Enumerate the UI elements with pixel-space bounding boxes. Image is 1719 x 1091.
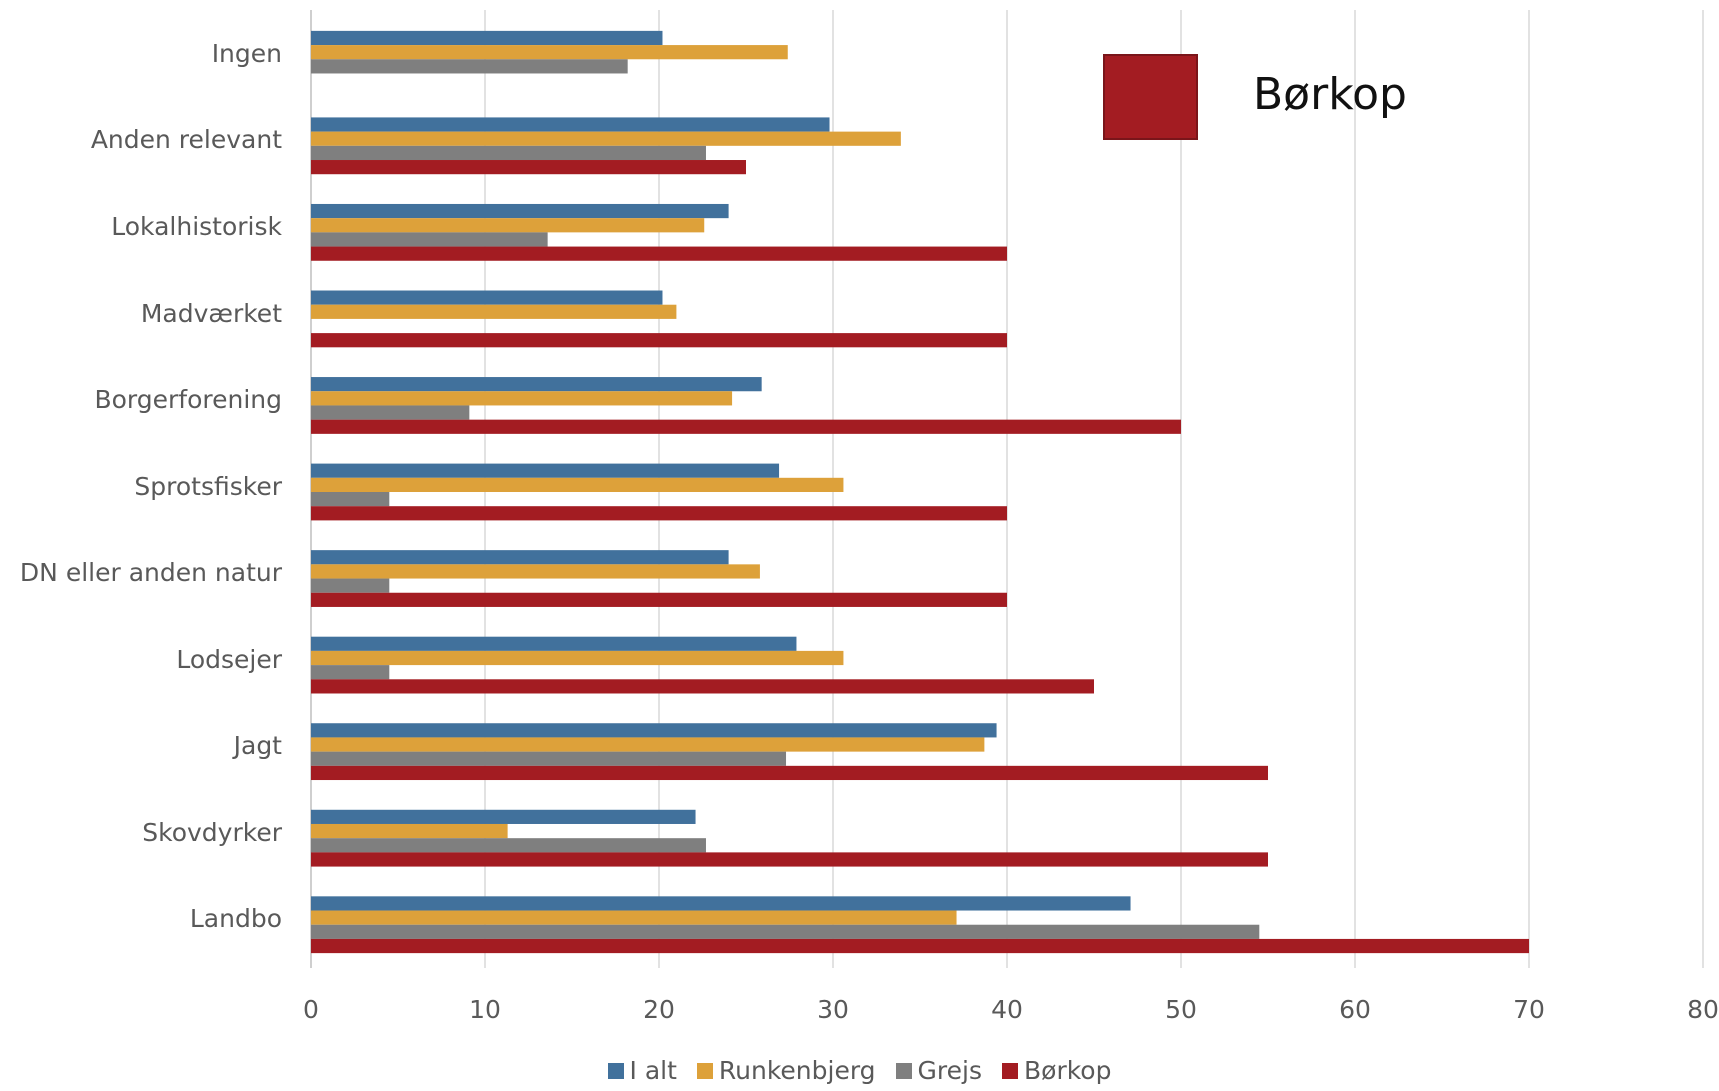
x-tick-label: 30 [817, 995, 849, 1024]
category-label: Madværket [140, 298, 282, 328]
x-tick-label: 40 [991, 995, 1023, 1024]
bar-børkop-8 [311, 765, 1268, 781]
bar-grejs-7 [311, 665, 390, 680]
legend-swatch [1002, 1063, 1018, 1079]
bar-runkenbjerg-1 [311, 131, 901, 146]
bar-grejs-4 [311, 405, 470, 420]
bar-i-alt-10 [311, 896, 1131, 911]
bar-runkenbjerg-8 [311, 737, 985, 752]
x-tick-label: 80 [1687, 995, 1719, 1024]
bar-runkenbjerg-6 [311, 564, 760, 579]
bars [311, 30, 1529, 954]
bar-børkop-4 [311, 419, 1181, 434]
x-tick-label: 20 [643, 995, 675, 1024]
legend-swatch [607, 1063, 624, 1079]
legend-item: Børkop [1002, 1056, 1111, 1086]
bar-i-alt-7 [311, 636, 797, 651]
bar-grejs-2 [311, 232, 548, 247]
bar-grejs-5 [311, 492, 390, 507]
x-tick-label: 10 [469, 995, 501, 1024]
bar-i-alt-1 [311, 117, 830, 132]
category-label: Borgerforening [94, 385, 282, 415]
bar-børkop-7 [311, 679, 1094, 694]
category-label: DN eller anden natur [19, 558, 282, 588]
legend-swatch [696, 1063, 713, 1079]
x-tick-label: 70 [1513, 995, 1545, 1024]
bar-i-alt-9 [311, 809, 696, 824]
legend-item: I alt [607, 1056, 677, 1086]
legend-label: Grejs [917, 1056, 982, 1085]
bar-børkop-9 [311, 852, 1268, 867]
bar-runkenbjerg-4 [311, 391, 733, 406]
bar-børkop-2 [311, 246, 1007, 261]
bar-runkenbjerg-10 [311, 910, 957, 925]
category-label: Sprotsfisker [134, 471, 282, 501]
category-label: Anden relevant [90, 125, 282, 155]
bar-runkenbjerg-5 [311, 477, 844, 492]
category-label: Lokalhistorisk [111, 211, 282, 241]
bar-grejs-1 [311, 145, 706, 161]
legend-swatch [895, 1063, 912, 1079]
bar-i-alt-2 [311, 203, 729, 219]
bar-i-alt-3 [311, 290, 663, 305]
bar-børkop-5 [311, 506, 1007, 521]
bar-i-alt-8 [311, 723, 997, 738]
x-tick-label: 60 [1339, 995, 1371, 1024]
bar-runkenbjerg-7 [311, 650, 844, 666]
category-label: Skovdyrker [142, 817, 282, 847]
bar-runkenbjerg-2 [311, 218, 705, 233]
callout-box: Børkop [1103, 54, 1483, 144]
bar-runkenbjerg-0 [311, 45, 788, 60]
bar-runkenbjerg-3 [311, 304, 677, 319]
category-label: Ingen [211, 38, 282, 68]
bar-i-alt-0 [311, 30, 663, 46]
legend-label: I alt [629, 1056, 677, 1085]
bar-børkop-6 [311, 592, 1007, 607]
legend-item: Grejs [895, 1056, 982, 1086]
bar-børkop-1 [311, 160, 746, 175]
bar-grejs-10 [311, 924, 1260, 939]
x-tick-label: 50 [1165, 995, 1197, 1024]
bar-børkop-3 [311, 333, 1007, 348]
category-label: Lodsejer [176, 644, 282, 674]
category-label: Jagt [233, 731, 282, 761]
bar-i-alt-4 [311, 377, 762, 392]
legend: I alt Runkenbjerg Grejs Børkop [0, 1056, 1719, 1086]
bar-grejs-8 [311, 751, 787, 766]
bar-grejs-0 [311, 59, 628, 74]
callout-label: Børkop [1253, 69, 1407, 120]
bar-børkop-10 [311, 938, 1529, 954]
category-label: Landbo [189, 904, 282, 934]
legend-label: Runkenbjerg [718, 1056, 876, 1085]
bar-runkenbjerg-9 [311, 823, 508, 839]
bar-i-alt-6 [311, 550, 729, 565]
x-tick-label: 0 [303, 995, 319, 1024]
legend-label: Børkop [1024, 1056, 1112, 1085]
callout-swatch [1103, 54, 1198, 140]
bar-grejs-9 [311, 838, 706, 853]
bar-grejs-6 [311, 578, 390, 593]
legend-item: Runkenbjerg [696, 1056, 876, 1086]
bar-i-alt-5 [311, 463, 780, 478]
